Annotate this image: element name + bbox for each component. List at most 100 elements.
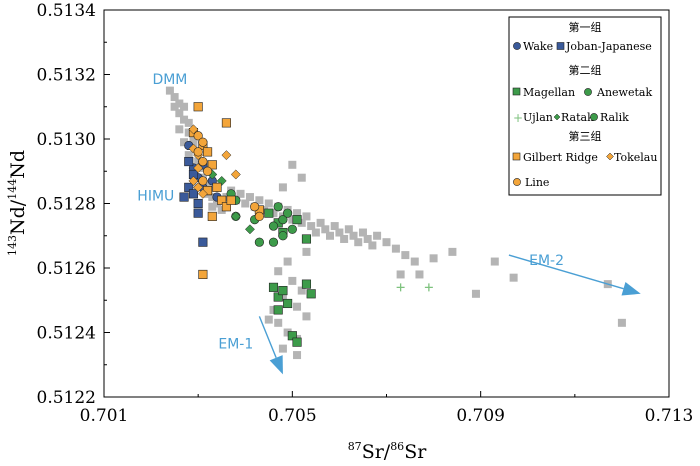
point-global-oib-grey-field-3 bbox=[175, 99, 184, 108]
point-line-8 bbox=[254, 211, 264, 221]
point-ralik-4 bbox=[268, 221, 279, 231]
point-joban-japanese-4 bbox=[193, 198, 203, 209]
point-global-oib-grey-field-76 bbox=[283, 328, 292, 337]
point-tokelau-9 bbox=[221, 150, 232, 161]
point-ratak-3 bbox=[230, 211, 241, 222]
point-global-oib-grey-field-20 bbox=[203, 180, 212, 189]
point-global-oib-grey-field-30 bbox=[236, 189, 245, 198]
y-tick-label-1: 0.5122 bbox=[37, 388, 96, 408]
legend-label-wake: Wake bbox=[523, 40, 553, 53]
point-tokelau-6 bbox=[188, 175, 199, 186]
series-ratak bbox=[207, 169, 255, 235]
y-tick-label-5: 0.5130 bbox=[37, 130, 96, 150]
annotation-em1: EM-1 bbox=[218, 337, 253, 353]
point-line-1 bbox=[193, 131, 203, 141]
point-global-oib-grey-field-2 bbox=[170, 93, 179, 102]
point-global-oib-grey-field-46 bbox=[311, 228, 320, 237]
legend-label-line: Line bbox=[525, 176, 549, 189]
point-magellan-8 bbox=[278, 286, 288, 296]
point-global-oib-grey-field-90 bbox=[617, 318, 626, 327]
point-global-oib-grey-field-52 bbox=[340, 234, 349, 243]
point-gilbert-ridge-12 bbox=[207, 211, 217, 221]
point-global-oib-grey-field-81 bbox=[269, 305, 278, 314]
point-global-oib-grey-field-60 bbox=[382, 238, 391, 247]
point-gilbert-ridge-8 bbox=[217, 195, 227, 205]
point-global-oib-grey-field-88 bbox=[509, 273, 518, 282]
point-global-oib-grey-field-48 bbox=[321, 225, 330, 234]
legend-marker-ralik bbox=[590, 113, 598, 121]
point-gilbert-ridge-13 bbox=[198, 269, 208, 280]
point-magellan-4 bbox=[292, 215, 302, 225]
point-ralik-8 bbox=[278, 231, 288, 241]
point-line-4 bbox=[198, 156, 208, 167]
annotations-layer: DMM HIMU EM-1 EM-2 bbox=[137, 72, 641, 375]
point-global-oib-grey-field-75 bbox=[274, 318, 283, 327]
legend-group3-title: 第三组 bbox=[569, 129, 602, 143]
point-gilbert-ridge-4 bbox=[203, 147, 213, 157]
point-global-oib-grey-field-66 bbox=[278, 183, 287, 192]
point-global-oib-grey-field-41 bbox=[288, 215, 297, 224]
point-global-oib-grey-field-68 bbox=[283, 257, 292, 266]
point-global-oib-grey-field-42 bbox=[293, 209, 302, 218]
point-global-oib-grey-field-35 bbox=[260, 205, 269, 214]
point-tokelau-10 bbox=[230, 169, 241, 180]
point-global-oib-grey-field-83 bbox=[415, 270, 424, 279]
point-global-oib-grey-field-78 bbox=[278, 344, 287, 353]
y-axis-main2: Nd bbox=[7, 150, 29, 179]
point-global-oib-grey-field-8 bbox=[184, 118, 193, 127]
point-ralik-6 bbox=[278, 215, 288, 225]
legend-marker-anewetak bbox=[584, 88, 592, 96]
point-global-oib-grey-field-12 bbox=[180, 138, 189, 147]
y-tick-label-4: 0.5128 bbox=[37, 195, 96, 215]
point-tokelau-8 bbox=[197, 188, 208, 199]
x-axis-main2: Sr bbox=[404, 441, 427, 463]
point-global-oib-grey-field-69 bbox=[274, 267, 283, 276]
point-global-oib-grey-field-86 bbox=[471, 289, 480, 298]
point-magellan-5 bbox=[301, 234, 312, 244]
y-tick-label-6: 0.5132 bbox=[37, 66, 96, 86]
point-global-oib-grey-field-24 bbox=[213, 199, 221, 208]
point-line-2 bbox=[198, 137, 208, 147]
arrowhead-em2 bbox=[621, 282, 641, 296]
legend-label-tokelau: Tokelau bbox=[614, 151, 657, 164]
y-axis-main1: Nd/ bbox=[7, 199, 29, 235]
point-global-oib-grey-field-59 bbox=[373, 231, 382, 240]
y-tick-label-3: 0.5126 bbox=[37, 259, 96, 279]
point-global-oib-grey-field-4 bbox=[180, 102, 189, 111]
point-gilbert-ridge-6 bbox=[221, 118, 231, 128]
point-global-oib-grey-field-82 bbox=[396, 270, 405, 279]
point-global-oib-grey-field-65 bbox=[288, 160, 297, 169]
arrowhead-em1 bbox=[269, 355, 283, 375]
legend-marker-tokelau bbox=[606, 152, 614, 161]
legend-marker-magellan bbox=[512, 87, 521, 96]
point-global-oib-grey-field-23 bbox=[208, 193, 217, 202]
point-global-oib-grey-field-49 bbox=[326, 231, 334, 240]
point-global-oib-grey-field-25 bbox=[208, 202, 217, 211]
point-line-5 bbox=[202, 166, 213, 176]
point-global-oib-grey-field-55 bbox=[354, 238, 363, 247]
series-line bbox=[193, 131, 264, 221]
x-axis-title: 87Sr/86Sr bbox=[348, 440, 428, 463]
annotation-em2: EM-2 bbox=[529, 253, 564, 269]
point-global-oib-grey-field-34 bbox=[255, 196, 264, 205]
point-global-oib-grey-field-37 bbox=[269, 209, 278, 218]
point-global-oib-grey-field-31 bbox=[241, 199, 250, 208]
point-global-oib-grey-field-43 bbox=[297, 218, 306, 227]
legend-label-ujlan: Ujlan bbox=[523, 111, 553, 124]
legend-marker-gilbert bbox=[512, 152, 521, 161]
tick-labels-layer: 0.701 0.705 0.709 0.713 0.5122 0.5124 0.5126 0.… bbox=[37, 1, 694, 426]
annotation-dmm: DMM bbox=[152, 72, 187, 88]
x-axis-sup2: 86 bbox=[390, 440, 404, 453]
point-ralik-5 bbox=[273, 202, 283, 212]
point-ralik-9 bbox=[287, 224, 297, 234]
annotation-himu: HIMU bbox=[137, 188, 174, 204]
point-global-oib-grey-field-67 bbox=[302, 247, 311, 256]
point-magellan-7 bbox=[273, 292, 283, 302]
point-global-oib-grey-field-58 bbox=[368, 241, 377, 250]
point-ralik-7 bbox=[283, 208, 293, 218]
y-tick-label-2: 0.5124 bbox=[37, 324, 96, 344]
legend-marker-joban bbox=[556, 42, 565, 50]
point-global-oib-grey-field-5 bbox=[170, 102, 179, 111]
x-tick-label-4: 0.713 bbox=[645, 406, 694, 426]
